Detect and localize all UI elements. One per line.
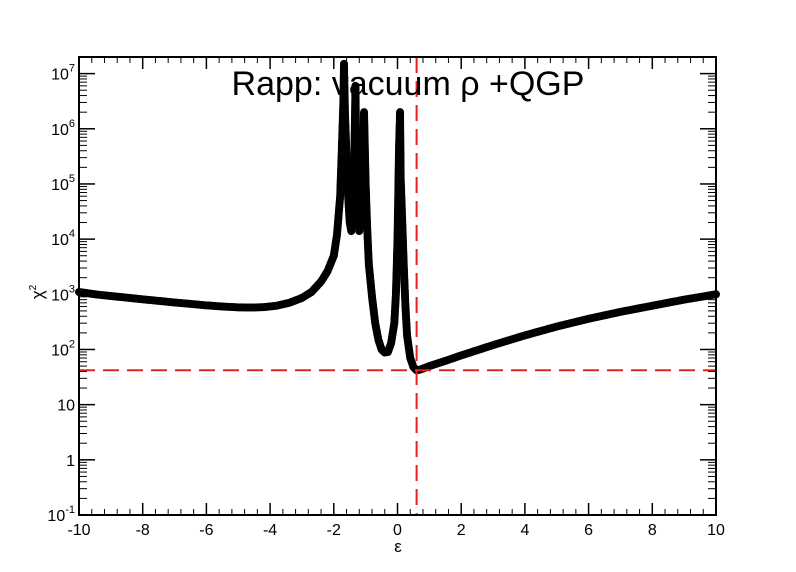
y-tick-label: 1 xyxy=(66,453,75,470)
chart-title: Rapp: vacuum ρ +QGP xyxy=(232,65,585,103)
x-tick-label: -8 xyxy=(136,522,150,539)
y-tick-label: 105 xyxy=(51,173,75,194)
x-tick-label: 2 xyxy=(457,522,466,539)
x-tick-label: 4 xyxy=(520,522,529,539)
x-tick-label: -2 xyxy=(327,522,341,539)
x-tick-label: -10 xyxy=(67,522,90,539)
y-tick-label: 10 xyxy=(57,398,75,415)
x-tick-label: -6 xyxy=(199,522,213,539)
y-tick-label: 102 xyxy=(51,338,75,359)
x-tick-label: -4 xyxy=(263,522,277,539)
y-axis-label-base: χ xyxy=(28,290,47,299)
y-axis-label: χ2 xyxy=(28,284,47,299)
axis-ticks xyxy=(78,56,717,516)
tick-labels: -10 -8 -6 -4 -2 0 2 4 6 8 10 10-1 1 10 102 103 104 105 106… xyxy=(47,63,725,539)
x-axis-label: ε xyxy=(394,537,402,556)
x-tick-label: 8 xyxy=(648,522,657,539)
svg-text:χ2: χ2 xyxy=(28,284,47,299)
x-tick-label: 0 xyxy=(393,522,402,539)
y-tick-label: 10-1 xyxy=(47,504,75,525)
y-tick-label: 103 xyxy=(51,283,75,304)
data-points xyxy=(75,59,720,375)
y-tick-label: 104 xyxy=(51,228,75,249)
y-axis-label-exponent: 2 xyxy=(28,284,39,290)
x-tick-label: 6 xyxy=(584,522,593,539)
x-tick-label: 10 xyxy=(707,522,725,539)
reference-lines xyxy=(79,57,716,515)
y-tick-label: 107 xyxy=(51,63,75,84)
y-tick-label: 106 xyxy=(51,118,75,139)
